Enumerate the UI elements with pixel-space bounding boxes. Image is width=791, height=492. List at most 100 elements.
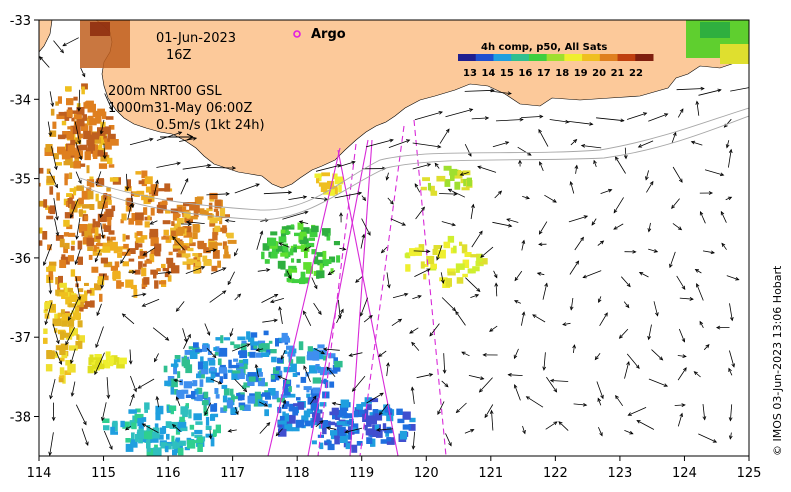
- sst-pixel: [97, 363, 104, 370]
- sst-pixel: [69, 188, 77, 192]
- sst-pixel: [203, 361, 209, 370]
- sst-pixel: [77, 133, 83, 139]
- current-arrow: [677, 367, 687, 381]
- current-arrow: [506, 218, 519, 223]
- sst-pixel: [322, 250, 327, 260]
- sst-pixel: [98, 163, 108, 169]
- hour-label: 16Z: [166, 48, 192, 63]
- sst-pixel: [155, 405, 164, 415]
- sst-pixel: [370, 438, 376, 447]
- sst-pixel: [197, 443, 203, 452]
- current-arrow: [597, 240, 605, 246]
- sst-pixel: [88, 254, 93, 260]
- current-arrow: [275, 428, 283, 437]
- sst-pixel: [178, 442, 183, 450]
- sst-pixel: [239, 405, 245, 411]
- sst-pixel: [81, 86, 85, 95]
- sst-pixel: [370, 430, 378, 437]
- sst-pixel: [282, 411, 286, 417]
- sst-pixel: [424, 264, 429, 268]
- sst-pixel: [166, 257, 174, 264]
- sst-pixel: [123, 243, 129, 249]
- sst-pixel: [94, 354, 102, 360]
- sst-pixel: [114, 265, 118, 271]
- sst-pixel: [110, 265, 117, 271]
- sst-pixel: [122, 421, 130, 429]
- sst-pixel: [94, 221, 100, 228]
- current-arrow: [699, 191, 714, 195]
- colorbar-segment: [599, 54, 619, 61]
- sst-pixel: [288, 268, 292, 274]
- current-arrow: [626, 112, 648, 120]
- sst-pixel: [183, 355, 187, 360]
- sst-pixel: [203, 247, 211, 254]
- sst-pixel: [129, 269, 134, 274]
- sst-pixel: [89, 183, 95, 188]
- current-arrow: [51, 146, 58, 171]
- sst-pixel: [296, 258, 301, 263]
- sst-pixel: [319, 263, 323, 271]
- sst-pixel: [135, 237, 145, 243]
- current-arrow: [256, 230, 264, 250]
- sst-pixel: [104, 138, 109, 143]
- sst-pixel: [258, 400, 265, 407]
- sst-pixel: [59, 292, 68, 297]
- sst-pixel: [143, 196, 151, 205]
- sst-pixel: [353, 410, 359, 418]
- current-arrow: [439, 192, 458, 196]
- current-arrow: [262, 318, 279, 323]
- sst-pixel: [311, 440, 317, 445]
- sst-pixel: [309, 228, 318, 238]
- current-arrow: [155, 395, 160, 408]
- scale-arrow: [160, 133, 194, 141]
- sst-pixel: [292, 407, 299, 416]
- current-arrow: [544, 194, 557, 203]
- sst-pixel: [176, 252, 186, 258]
- current-arrow: [303, 310, 312, 326]
- current-arrow: [269, 298, 285, 304]
- current-arrow: [103, 430, 113, 451]
- current-arrow: [392, 292, 409, 299]
- current-arrow: [210, 378, 223, 385]
- sst-pixel: [87, 115, 94, 119]
- x-tick-label: 124: [672, 466, 697, 481]
- sst-pixel: [70, 269, 76, 277]
- sst-pixel: [409, 417, 416, 423]
- current-arrow: [101, 402, 107, 422]
- sst-pixel: [243, 363, 248, 370]
- sst-pixel: [99, 293, 103, 302]
- sst-pixel: [429, 185, 435, 192]
- sst-pixel: [217, 260, 221, 268]
- sst-pixel: [67, 255, 74, 262]
- sst-pixel: [339, 436, 348, 443]
- sst-pixel: [470, 254, 479, 258]
- sst-pixel: [270, 231, 278, 236]
- sst-pixel: [214, 199, 222, 209]
- scale-label: 0.5m/s (1kt 24h): [156, 118, 265, 133]
- sst-pixel: [209, 221, 216, 227]
- sst-pixel: [107, 238, 113, 245]
- current-arrow: [672, 166, 683, 183]
- current-arrow: [380, 246, 388, 254]
- sst-pixel: [409, 248, 416, 257]
- x-tick-label: 115: [91, 466, 116, 481]
- current-arrow: [315, 420, 324, 428]
- sst-pixel: [107, 362, 114, 367]
- sst-pixel: [209, 219, 218, 224]
- sst-pixel: [54, 313, 58, 319]
- sst-pixel: [280, 252, 289, 257]
- sst-pixel: [100, 257, 108, 264]
- sst-pixel: [76, 300, 81, 305]
- sst-pixel: [197, 361, 203, 370]
- sst-pixel: [364, 408, 369, 418]
- sst-pixel: [193, 413, 202, 421]
- sst-pixel: [70, 330, 74, 337]
- current-arrow: [77, 89, 81, 112]
- sst-pixel: [246, 331, 251, 340]
- sst-pixel: [316, 366, 321, 370]
- sst-pixel: [110, 236, 116, 241]
- sst-pixel: [175, 228, 183, 236]
- current-arrow: [464, 429, 475, 434]
- sst-pixel: [83, 130, 91, 140]
- sst-pixel: [290, 363, 297, 373]
